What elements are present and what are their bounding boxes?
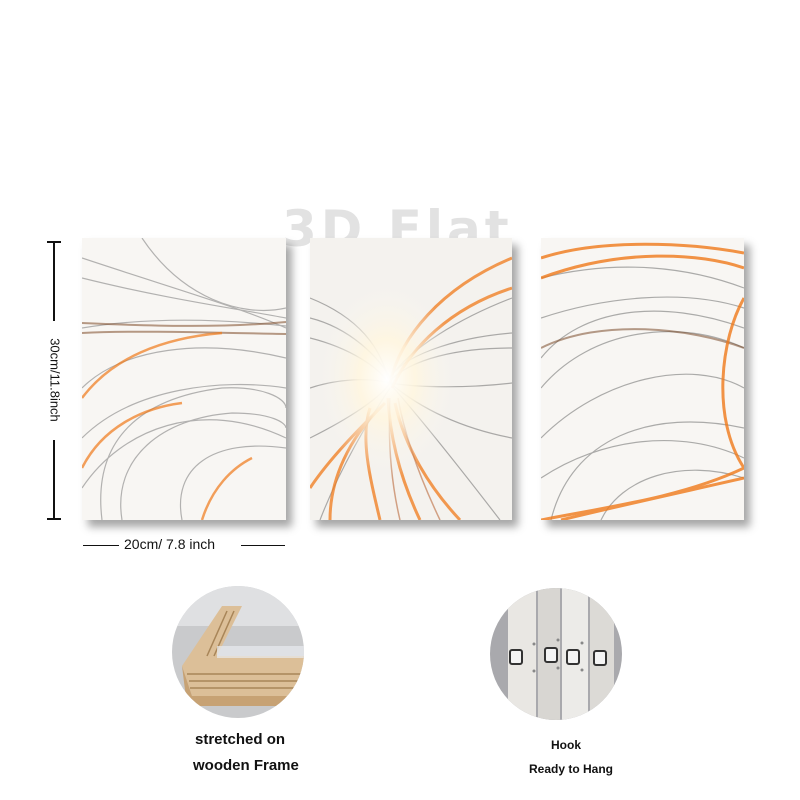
height-dimension-label: 30cm/11.8inch — [47, 338, 63, 422]
frame-caption-line2: wooden Frame — [193, 757, 299, 774]
frame-caption-line1: stretched on — [195, 731, 286, 748]
width-dimension-line-left — [83, 545, 119, 546]
canvas-panel-center — [310, 238, 512, 520]
hook-caption-line2: Ready to Hang — [529, 762, 614, 776]
height-dimension-bottom-tick — [47, 518, 61, 520]
wooden-frame-detail-image — [172, 586, 304, 718]
canvas-panel-left — [82, 238, 286, 520]
canvas-panel-right — [541, 238, 744, 520]
width-dimension-line-right — [241, 545, 285, 546]
hook-caption-line1: Hook — [551, 738, 581, 752]
hook-detail-image — [490, 588, 622, 720]
width-dimension-label: 20cm/ 7.8 inch — [124, 536, 216, 552]
height-dimension-line-top — [53, 241, 55, 321]
height-dimension-line-bottom — [53, 440, 55, 520]
